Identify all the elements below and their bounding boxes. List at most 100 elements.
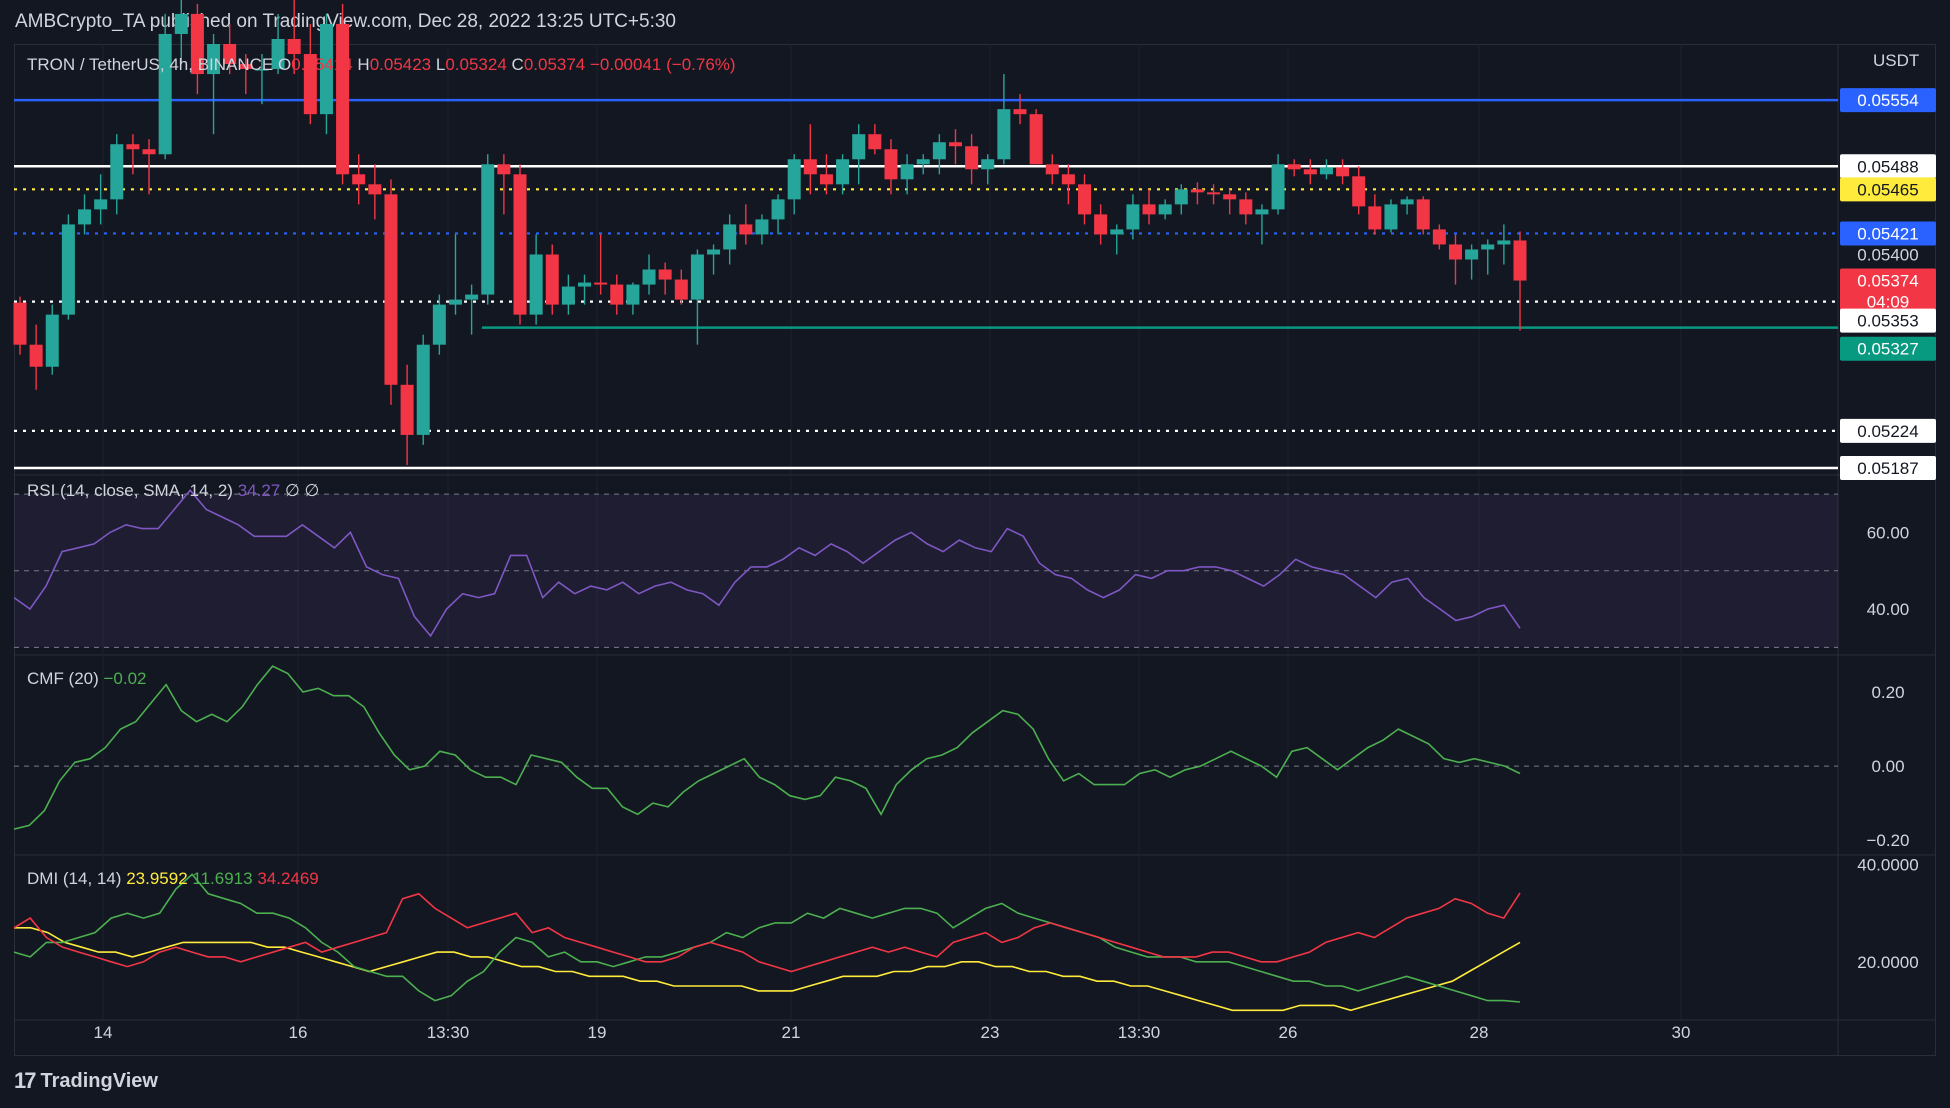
cmf-pane [13,665,1838,830]
price-tag-label: 0.05187 [1857,459,1918,478]
candle-body [384,194,398,385]
candle-body [1126,204,1140,230]
x-tick-label: 23 [981,1023,1000,1042]
candle-body [271,38,285,70]
price-tag [1840,221,1936,246]
candle-body [1142,204,1156,215]
candle-body [497,164,511,175]
candle-body [29,344,43,367]
candle-body [868,134,882,150]
price-tag-label: 0.05353 [1857,312,1918,331]
candle-body [626,284,640,305]
chart-frame [14,44,1936,1056]
dmi-tick: 40.0000 [1857,856,1918,875]
price-tag-label: 0.05421 [1857,224,1918,243]
x-tick-label: 30 [1672,1023,1691,1042]
candle-body [223,44,237,65]
candle-body [61,224,75,315]
candle-body [658,269,672,280]
candle-body [1190,189,1204,193]
candle-body [723,224,737,250]
horizontal-levels [14,98,1838,470]
cmf-line [13,665,1521,830]
x-tick-label: 13:30 [1118,1023,1161,1042]
candle-body [852,134,866,160]
candle-body [739,224,753,235]
candle-body [319,23,333,115]
candle-body [1013,109,1027,115]
x-tick-label: 28 [1470,1023,1489,1042]
candle-body [1432,229,1446,245]
price-tag [1840,336,1936,361]
candle-body [1481,244,1495,250]
currency-label: USDT [1873,51,1919,70]
x-tick-label: 19 [588,1023,607,1042]
candle-body [1319,167,1333,175]
candle-body [948,142,962,147]
dmi-pane [13,873,1521,1012]
dmi-tick: 20.0000 [1857,953,1918,972]
rsi-line [13,489,1521,638]
candle-body [690,254,704,300]
candle-body [1416,199,1430,230]
rsi-pane [13,489,1838,648]
candle-body [965,146,979,170]
x-tick-label: 21 [782,1023,801,1042]
price-tag [1840,308,1936,333]
price-tag [1840,177,1936,202]
cmf-tick: 0.00 [1871,757,1904,776]
footer-bar [0,1056,1950,1108]
candle-body [190,13,204,75]
candle-body [239,64,253,70]
dmi-legend: DMI (14, 14) 23.9592 11.6913 34.2469 [27,869,319,888]
candle-body [1448,244,1462,260]
price-tag-label: 0.05374 [1857,272,1918,291]
candle-body [1174,189,1188,205]
cmf-tick: 0.20 [1871,683,1904,702]
candle-body [755,219,769,235]
tradingview-logo[interactable]: 17 TradingView [14,1068,158,1094]
candle-body [400,384,414,435]
candle-body [707,249,721,255]
candle-body [561,286,575,305]
cmf-tick: −0.20 [1866,831,1909,850]
candle-body [126,144,140,150]
x-tick-label: 26 [1279,1023,1298,1042]
candle-body [448,299,462,305]
candle-body [900,164,914,180]
x-tick-label: 16 [289,1023,308,1042]
candle-body [1368,206,1382,230]
candle-body [45,314,59,367]
candle-body [1223,194,1237,200]
dmi-line-di [13,873,1521,1003]
rsi-tick: 40.00 [1867,600,1910,619]
candle-body [771,199,785,220]
candle-body [432,304,446,345]
price-tag [1840,88,1936,113]
legend-labels: TRON / TetherUS, 4h, BINANCE O0.05414 H0… [27,55,736,888]
x-tick-label: 14 [94,1023,113,1042]
candle-body [481,164,495,295]
price-tag-label: 0.05488 [1857,157,1918,176]
candle-body [819,174,833,185]
tradingview-logo-icon: 17 [14,1068,37,1093]
candle-body [997,109,1011,160]
symbol-legend: TRON / TetherUS, 4h, BINANCE O0.05414 H0… [27,55,736,74]
candle-body [642,269,656,285]
candle-body [610,284,624,305]
price-tag [1840,418,1936,443]
dmi-line-adx [14,927,1521,1012]
candle-body [207,44,221,75]
candle-body [336,23,350,175]
candle-body [787,159,801,200]
rsi-legend: RSI (14, close, SMA, 14, 2) 34.27 ∅ ∅ [27,481,319,500]
dmi-line-di [13,892,1521,973]
candle-body [78,209,92,225]
candle-body [352,174,366,185]
brand-label: TradingView [40,1069,158,1092]
candle-body [1384,204,1398,230]
candle-body [513,174,527,315]
candle-body [1094,214,1108,235]
candle-body [94,199,108,210]
